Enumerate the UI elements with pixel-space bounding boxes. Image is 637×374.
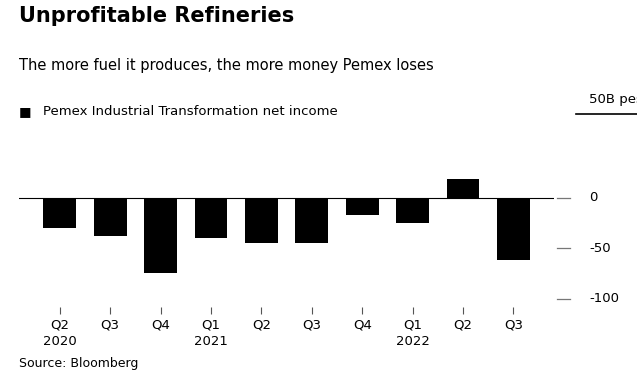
Text: Pemex Industrial Transformation net income: Pemex Industrial Transformation net inco… bbox=[43, 105, 338, 118]
Bar bbox=[195, 197, 227, 238]
Bar bbox=[497, 197, 530, 260]
Bar bbox=[296, 197, 328, 243]
Bar bbox=[346, 197, 378, 215]
Bar bbox=[447, 180, 480, 197]
Text: ■: ■ bbox=[19, 105, 32, 118]
Bar bbox=[396, 197, 429, 223]
Bar bbox=[144, 197, 177, 273]
Bar bbox=[94, 197, 127, 236]
Text: Unprofitable Refineries: Unprofitable Refineries bbox=[19, 6, 294, 25]
Text: 50B pesos: 50B pesos bbox=[589, 93, 637, 106]
Text: -100: -100 bbox=[589, 292, 619, 305]
Text: Source: Bloomberg: Source: Bloomberg bbox=[19, 357, 138, 370]
Bar bbox=[43, 197, 76, 228]
Text: The more fuel it produces, the more money Pemex loses: The more fuel it produces, the more mone… bbox=[19, 58, 434, 73]
Text: 0: 0 bbox=[589, 191, 598, 204]
Bar bbox=[245, 197, 278, 243]
Text: -50: -50 bbox=[589, 242, 611, 255]
